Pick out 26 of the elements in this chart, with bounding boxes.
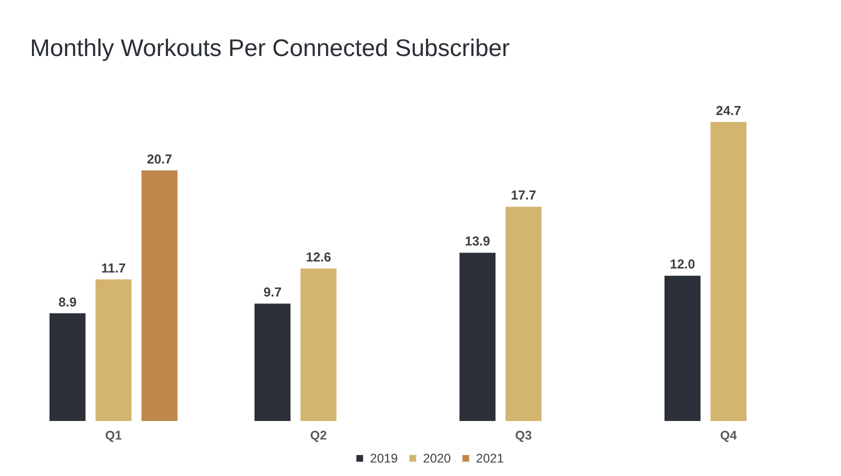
bar: [95, 279, 132, 421]
bar: [505, 206, 542, 421]
bar: [460, 252, 496, 421]
data-label: 8.9: [58, 294, 77, 310]
x-tick-label: Q3: [515, 428, 532, 442]
data-label: 12.6: [306, 249, 332, 264]
data-label: 12.0: [670, 256, 696, 272]
x-tick-label: Q4: [720, 428, 737, 442]
data-label: 9.7: [263, 284, 282, 300]
data-label: 17.7: [510, 188, 536, 203]
data-label: 20.7: [146, 151, 172, 166]
x-tick-label: Q1: [105, 428, 122, 442]
data-label: 24.7: [716, 103, 742, 118]
bar: [254, 304, 291, 421]
data-label: 13.9: [464, 234, 490, 249]
data-label: 11.7: [101, 260, 126, 276]
legend-label: 2019: [370, 451, 398, 466]
bar: [664, 276, 701, 421]
bar: [50, 313, 86, 421]
bar: [141, 170, 178, 421]
x-tick-label: Q2: [310, 428, 327, 442]
legend-label: 2020: [423, 451, 451, 466]
legend-label: 2021: [476, 451, 504, 466]
bar: [300, 268, 337, 421]
chart-title: Monthly Workouts Per Connected Subscriber: [30, 35, 510, 62]
bar: [710, 122, 747, 421]
